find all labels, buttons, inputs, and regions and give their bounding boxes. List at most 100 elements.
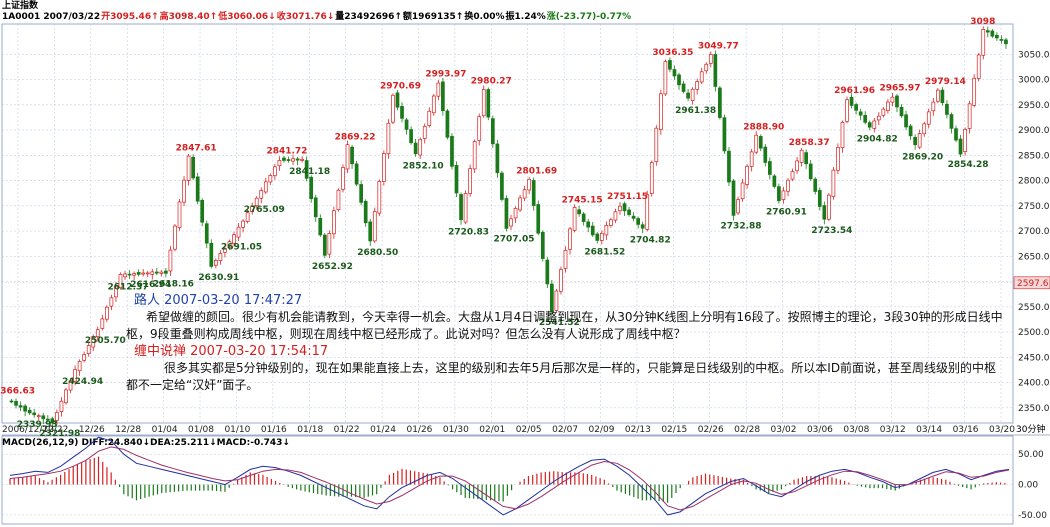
point-label-36: 2723.54 (811, 226, 852, 236)
x-tick-label-1: 12/22 (42, 425, 68, 435)
candle-body (436, 82, 441, 97)
candle-body (749, 151, 754, 167)
candle-body (73, 369, 77, 382)
candle-body (82, 354, 87, 361)
candle-body (813, 178, 818, 192)
candle-body (935, 89, 940, 102)
candle-body (454, 165, 459, 194)
candle-body (727, 150, 731, 183)
candle-body (368, 221, 373, 242)
candle-body (899, 106, 904, 117)
x-tick-label-20: 02/28 (734, 425, 760, 435)
candle-body (790, 171, 795, 180)
point-label-1: 2339.93 (17, 420, 58, 430)
x-tick-label-2: 12/26 (79, 425, 105, 435)
point-label-33: 2888.90 (743, 123, 784, 133)
candle-body (263, 181, 268, 193)
candle-body (173, 225, 177, 250)
candle-body (695, 81, 700, 90)
candle-body (309, 176, 314, 200)
candle-body (259, 190, 264, 199)
candle-body (713, 54, 718, 87)
candle-body (304, 160, 309, 179)
candle-body (177, 201, 182, 228)
candle-body (763, 146, 768, 163)
candle-body (572, 207, 577, 231)
point-label-38: 2904.82 (857, 135, 898, 145)
candle-body (500, 172, 504, 200)
point-label-23: 2801.69 (516, 167, 557, 177)
candle-body (55, 412, 59, 421)
candle-body (490, 118, 495, 145)
candle-body (318, 217, 323, 236)
candle-body (658, 93, 663, 131)
candle-body (881, 108, 886, 116)
candle-body (118, 274, 123, 288)
candle-body (954, 128, 958, 141)
candle-body (123, 273, 127, 278)
candle-body (481, 89, 486, 117)
candle-body (972, 77, 977, 106)
x-tick-label-11: 01/26 (406, 425, 432, 435)
candle-body (154, 271, 159, 274)
candle-body (513, 208, 518, 219)
x-tick-label-24: 03/12 (880, 425, 906, 435)
x-tick-label-12: 01/30 (443, 425, 469, 435)
candle-body (295, 158, 300, 161)
candle-body (18, 405, 23, 408)
point-label-26: 2681.52 (584, 247, 625, 257)
candle-body (132, 273, 136, 276)
comment-text-1: 希望做缠的颜回。很少有机会能请教到，今天幸得一机会。大盘从1月4日调整到现在，从… (126, 310, 1003, 341)
candle-body (981, 29, 986, 56)
candle-body (245, 212, 250, 222)
point-label-17: 2970.69 (380, 81, 421, 91)
candle-body (740, 182, 745, 200)
candle-body (545, 259, 550, 285)
x-tick-label-22: 03/06 (807, 425, 833, 435)
y-tick-label-2: 2450.00 (1018, 353, 1050, 363)
candle-body (350, 146, 354, 165)
candle-body (291, 158, 295, 162)
candle-body (332, 210, 336, 235)
quote-field-7: 换0.00% (464, 12, 505, 22)
candle-body (300, 158, 304, 161)
candle-body (804, 152, 809, 165)
point-label-28: 2704.82 (630, 236, 671, 246)
candle-body (708, 54, 713, 64)
candle-body (967, 103, 972, 129)
diff-line (9, 436, 1010, 516)
candle-body (45, 418, 50, 421)
candle-body (268, 175, 273, 183)
x-tick-label-10: 01/24 (370, 425, 396, 435)
y-tick-label-10: 2850.00 (1018, 151, 1050, 161)
candle-body (872, 120, 877, 129)
candle-body (273, 166, 277, 177)
quote-field-2: 高3098.40↑ (159, 12, 218, 22)
candle-body (631, 215, 636, 219)
y-tick-label-12: 2950.00 (1018, 101, 1050, 111)
point-label-21: 2980.27 (471, 77, 512, 87)
candle-body (622, 203, 627, 212)
candle-body (9, 400, 14, 403)
candle-body (209, 242, 214, 267)
point-label-9: 2630.91 (198, 273, 239, 283)
candle-body (32, 412, 37, 416)
candle-body (218, 253, 223, 262)
candle-body (168, 249, 173, 272)
candle-body (845, 99, 849, 122)
candle-body (277, 160, 282, 167)
candle-body (808, 163, 813, 180)
candle-body (704, 63, 709, 72)
candle-body (459, 194, 463, 220)
candle-body (640, 224, 645, 229)
candle-body (1004, 39, 1008, 45)
comment-author-2: 缠中说禅 2007-03-20 17:54:17 (134, 344, 329, 359)
quote-field-5: 量23492696↑ (335, 12, 402, 22)
candle-body (254, 197, 259, 207)
candle-body (241, 220, 245, 228)
candle-body (836, 147, 840, 171)
candle-body (91, 336, 96, 348)
candle-body (686, 92, 690, 99)
